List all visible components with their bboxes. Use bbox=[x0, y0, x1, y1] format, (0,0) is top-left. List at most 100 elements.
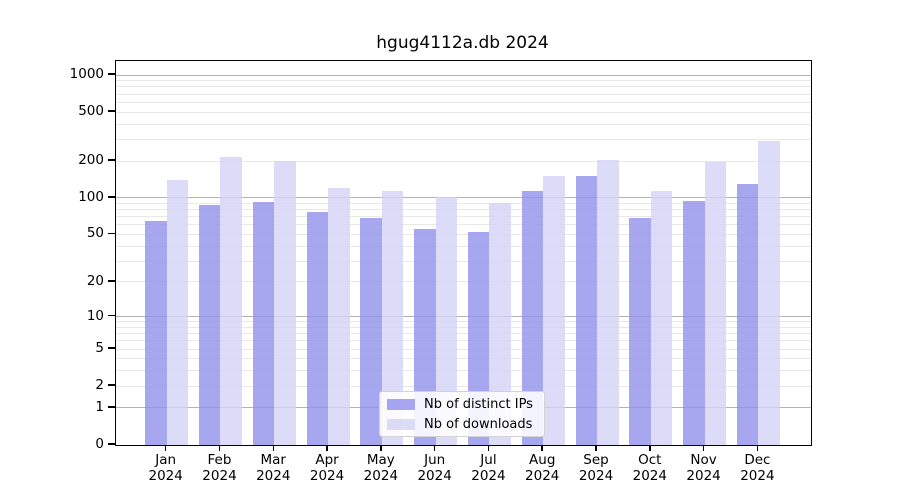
minor-gridline-90 bbox=[116, 202, 811, 204]
y-tick-label-1000: 1000 bbox=[69, 66, 104, 83]
minor-gridline-400 bbox=[116, 123, 811, 125]
bar-distinct-ips-aug bbox=[521, 190, 544, 445]
y-tick-label-50: 50 bbox=[86, 225, 104, 242]
chart-title: hgug4112a.db 2024 bbox=[376, 33, 549, 53]
x-tick-mark-aug bbox=[541, 445, 543, 451]
minor-gridline-70 bbox=[116, 216, 811, 218]
y-tick-mark-50 bbox=[108, 232, 115, 235]
x-tick-label-apr: Apr 2024 bbox=[309, 452, 345, 484]
y-tick-label-5: 5 bbox=[95, 340, 104, 357]
major-gridline-10 bbox=[116, 316, 811, 318]
bar-downloads-dec bbox=[758, 141, 780, 445]
x-tick-label-oct: Oct 2024 bbox=[632, 452, 667, 484]
major-gridline-1000 bbox=[116, 74, 811, 76]
legend-swatch-distinct-ips bbox=[387, 398, 415, 410]
legend-item-distinct-ips: Nb of distinct IPs bbox=[380, 396, 544, 413]
bar-distinct-ips-may bbox=[360, 218, 382, 445]
x-tick-mark-jun bbox=[433, 445, 436, 451]
bar-distinct-ips-sep bbox=[575, 176, 598, 445]
y-tick-mark-0 bbox=[108, 443, 115, 445]
minor-gridline-40 bbox=[116, 245, 811, 247]
minor-gridline-4 bbox=[116, 358, 811, 360]
y-tick-mark-20 bbox=[108, 280, 115, 282]
x-tick-label-nov: Nov 2024 bbox=[686, 452, 721, 484]
x-tick-mark-jan bbox=[164, 445, 167, 451]
minor-gridline-8 bbox=[116, 326, 811, 328]
bar-distinct-ips-jun bbox=[414, 228, 436, 445]
bar-downloads-nov bbox=[704, 162, 727, 445]
bar-distinct-ips-dec bbox=[736, 183, 759, 445]
y-tick-mark-10 bbox=[108, 314, 115, 317]
minor-gridline-30 bbox=[116, 260, 811, 262]
y-tick-label-0: 0 bbox=[95, 436, 104, 452]
bar-downloads-may bbox=[381, 190, 404, 445]
bar-downloads-jul bbox=[489, 203, 511, 445]
minor-gridline-50 bbox=[116, 233, 811, 235]
y-tick-label-500: 500 bbox=[78, 103, 104, 120]
legend-label-distinct-ips: Nb of distinct IPs bbox=[424, 396, 533, 412]
x-tick-mark-oct bbox=[649, 445, 651, 451]
bar-downloads-jan bbox=[166, 180, 189, 445]
minor-gridline-5 bbox=[116, 348, 811, 350]
bar-downloads-jun bbox=[435, 197, 458, 445]
bar-downloads-sep bbox=[597, 160, 619, 445]
x-tick-mark-sep bbox=[595, 445, 597, 451]
x-tick-mark-nov bbox=[702, 445, 705, 451]
bar-distinct-ips-jan bbox=[145, 221, 167, 445]
x-tick-mark-jul bbox=[487, 445, 490, 451]
minor-gridline-900 bbox=[116, 80, 811, 82]
y-tick-mark-100 bbox=[108, 196, 115, 198]
bar-distinct-ips-mar bbox=[252, 202, 275, 445]
minor-gridline-7 bbox=[116, 333, 811, 335]
y-tick-mark-500 bbox=[108, 110, 115, 112]
y-tick-label-2: 2 bbox=[95, 377, 104, 394]
x-tick-label-may: May 2024 bbox=[363, 452, 399, 484]
minor-gridline-500 bbox=[116, 111, 811, 113]
legend-label-downloads: Nb of downloads bbox=[424, 416, 533, 432]
minor-gridline-60 bbox=[116, 224, 811, 226]
minor-gridline-800 bbox=[116, 86, 811, 88]
major-gridline-100 bbox=[116, 197, 811, 199]
x-tick-label-jun: Jun 2024 bbox=[417, 452, 452, 484]
x-tick-label-sep: Sep 2024 bbox=[578, 452, 614, 484]
y-tick-label-10: 10 bbox=[86, 307, 104, 324]
bar-downloads-feb bbox=[220, 157, 242, 445]
x-tick-mark-apr bbox=[326, 445, 328, 451]
x-tick-label-jul: Jul 2024 bbox=[471, 452, 506, 484]
x-tick-mark-dec bbox=[756, 445, 759, 451]
bar-distinct-ips-apr bbox=[306, 211, 329, 445]
legend: Nb of distinct IPs Nb of downloads bbox=[379, 391, 545, 437]
bar-downloads-apr bbox=[328, 187, 350, 445]
bar-downloads-mar bbox=[274, 161, 296, 445]
x-tick-label-mar: Mar 2024 bbox=[256, 452, 291, 484]
x-tick-label-aug: Aug 2024 bbox=[525, 452, 560, 484]
y-tick-mark-1000 bbox=[108, 73, 115, 75]
bar-distinct-ips-feb bbox=[198, 205, 221, 445]
y-tick-mark-1 bbox=[108, 406, 115, 408]
bar-downloads-oct bbox=[650, 191, 673, 445]
y-tick-label-20: 20 bbox=[86, 272, 104, 289]
y-tick-mark-5 bbox=[108, 347, 115, 349]
minor-gridline-2 bbox=[116, 385, 811, 387]
minor-gridline-80 bbox=[116, 209, 811, 211]
minor-gridline-6 bbox=[116, 340, 811, 342]
bar-downloads-aug bbox=[543, 175, 565, 445]
plot-area bbox=[115, 60, 812, 446]
minor-gridline-20 bbox=[116, 281, 811, 283]
legend-swatch-downloads bbox=[387, 418, 415, 430]
y-tick-mark-2 bbox=[108, 384, 115, 386]
x-tick-mark-feb bbox=[218, 445, 221, 451]
minor-gridline-300 bbox=[116, 138, 811, 140]
x-tick-label-jan: Jan 2024 bbox=[148, 452, 183, 484]
minor-gridline-3 bbox=[116, 370, 811, 372]
y-tick-label-1: 1 bbox=[95, 398, 104, 415]
minor-gridline-9 bbox=[116, 321, 811, 323]
bar-distinct-ips-oct bbox=[629, 218, 651, 445]
x-tick-mark-mar bbox=[272, 445, 275, 451]
x-tick-label-dec: Dec 2024 bbox=[740, 452, 775, 484]
minor-gridline-700 bbox=[116, 93, 811, 95]
y-tick-label-100: 100 bbox=[78, 188, 104, 205]
y-tick-label-200: 200 bbox=[78, 152, 104, 169]
legend-item-downloads: Nb of downloads bbox=[380, 416, 544, 433]
